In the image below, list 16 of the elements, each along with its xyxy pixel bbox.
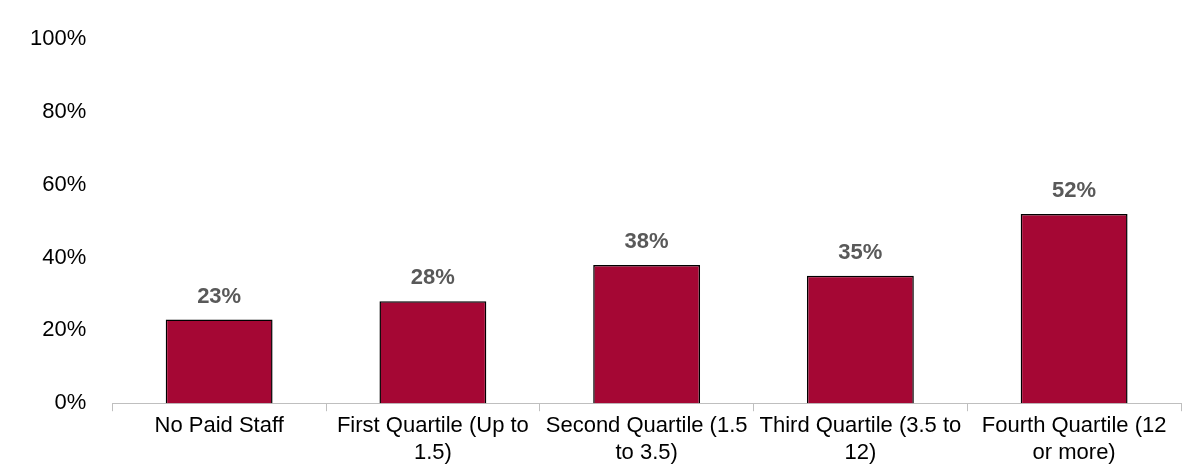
x-tick-label: Third Quartile (3.5 to 12) — [759, 412, 962, 464]
data-label: 52% — [1052, 176, 1097, 202]
data-label: 23% — [197, 282, 242, 308]
x-tick-label: Second Quartile (1.5 to 3.5) — [545, 412, 748, 464]
y-tick-label: 60% — [42, 170, 87, 196]
data-label: 38% — [624, 227, 669, 253]
x-tick-label: No Paid Staff — [154, 412, 285, 438]
y-tick-label: 40% — [42, 243, 87, 269]
data-label: 28% — [410, 264, 455, 290]
y-tick-label: 80% — [42, 98, 87, 124]
y-tick-label: 100% — [29, 25, 87, 51]
y-tick-label: 0% — [54, 389, 87, 415]
x-tick-label: Fourth Quartile (12 or more) — [981, 412, 1167, 464]
y-tick-label: 20% — [42, 316, 87, 342]
data-label: 35% — [838, 238, 883, 264]
x-tick-label: First Quartile (Up to 1.5) — [336, 412, 529, 464]
